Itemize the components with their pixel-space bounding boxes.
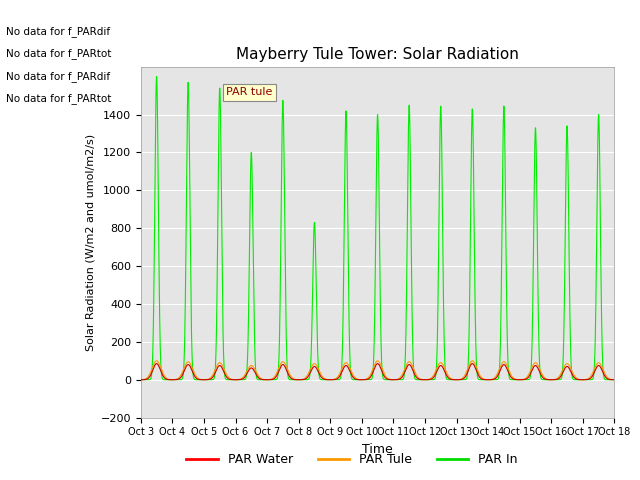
Y-axis label: Solar Radiation (W/m2 and umol/m2/s): Solar Radiation (W/m2 and umol/m2/s)	[85, 134, 95, 351]
Text: No data for f_PARtot: No data for f_PARtot	[6, 48, 112, 59]
Legend: PAR Water, PAR Tule, PAR In: PAR Water, PAR Tule, PAR In	[181, 448, 523, 471]
Text: No data for f_PARtot: No data for f_PARtot	[6, 93, 112, 104]
Text: No data for f_PARdif: No data for f_PARdif	[6, 25, 111, 36]
Title: Mayberry Tule Tower: Solar Radiation: Mayberry Tule Tower: Solar Radiation	[236, 47, 519, 62]
X-axis label: Time: Time	[362, 443, 393, 456]
Text: No data for f_PARdif: No data for f_PARdif	[6, 71, 111, 82]
Text: PAR tule: PAR tule	[226, 87, 273, 97]
